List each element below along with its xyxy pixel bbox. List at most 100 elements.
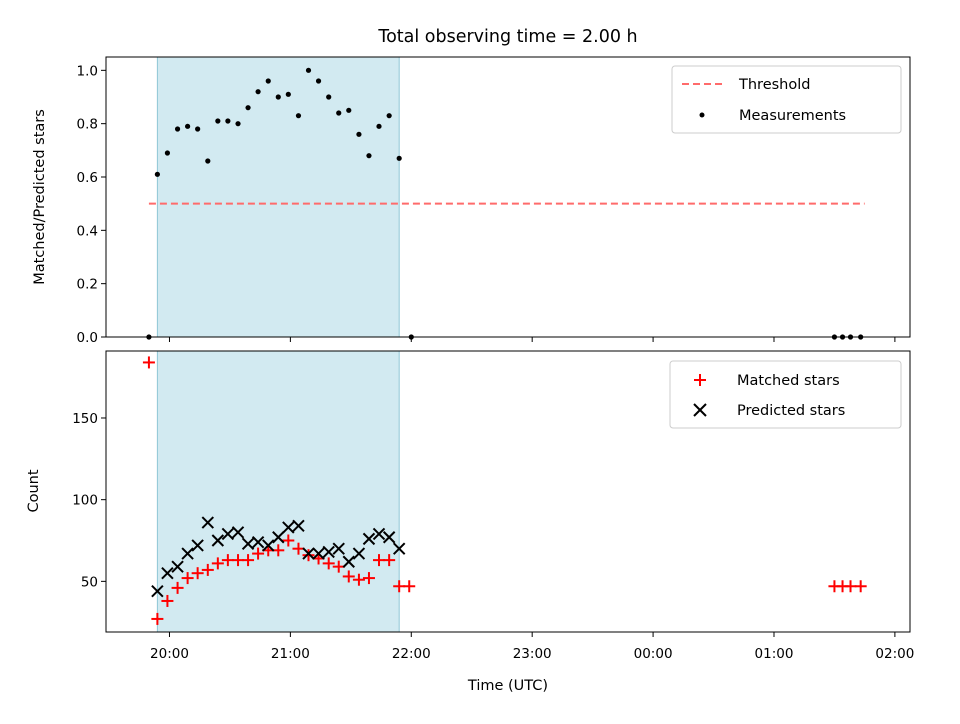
measurement-point — [285, 91, 291, 97]
top-panel-series — [146, 67, 865, 340]
predicted-point — [191, 539, 204, 552]
matched-point — [372, 554, 385, 567]
panel-bottom: 50 100 150 20:00 21:00 22:00 23:00 00:00 01:00 02… — [26, 350, 914, 662]
measurements-legend-label: Measurements — [739, 108, 846, 124]
measurements-legend-marker — [699, 112, 705, 118]
matched-point — [151, 612, 164, 625]
matched-point — [322, 557, 335, 570]
predicted-point — [221, 527, 235, 541]
measurement-point — [346, 107, 352, 113]
predicted-point — [241, 537, 255, 550]
y-tick-label: 0.6 — [77, 170, 98, 186]
y-tick-label: 100 — [72, 493, 98, 509]
bottom-panel-series — [142, 356, 867, 625]
predicted-legend-marker — [693, 403, 707, 417]
top-y-axis-label: Matched/Predicted stars — [32, 109, 48, 285]
predicted-point — [322, 545, 335, 559]
predicted-point — [392, 542, 406, 555]
measurement-point — [235, 121, 241, 127]
matched-point — [393, 580, 406, 593]
measurement-point — [174, 126, 181, 132]
measurement-point — [315, 78, 322, 84]
predicted-point — [332, 542, 345, 555]
y-tick-label: 0.2 — [77, 277, 98, 293]
shaded-span-bottom — [156, 350, 400, 633]
y-tick-label: 50 — [81, 574, 98, 590]
matched-point — [844, 580, 857, 593]
y-tick-label: 0.0 — [77, 330, 98, 346]
predicted-point — [312, 547, 325, 560]
shaded-span-top — [156, 56, 400, 338]
matched-point — [362, 572, 375, 585]
bottom-legend: Matched stars Predicted stars — [669, 360, 902, 429]
top-panel-frame — [105, 56, 911, 338]
threshold-legend-label: Threshold — [738, 77, 810, 93]
matched-point — [342, 570, 355, 583]
matched-point — [302, 549, 315, 562]
top-legend: Threshold Measurements — [671, 65, 902, 134]
predicted-point — [352, 547, 366, 560]
matched-legend-label: Matched stars — [737, 373, 840, 389]
x-tick-label: 20:00 — [150, 646, 189, 662]
measurement-point — [295, 113, 302, 119]
x-tick-label: 02:00 — [875, 646, 914, 662]
y-tick-label: 0.8 — [77, 117, 98, 133]
matched-point — [201, 563, 214, 576]
measurement-point — [336, 110, 342, 116]
panel-top: 0.0 0.2 0.4 0.6 0.8 1.0 Matched/Predicted sta… — [32, 56, 911, 346]
measurement-point — [245, 105, 251, 111]
predicted-point — [282, 521, 295, 534]
x-tick-label: 21:00 — [271, 646, 310, 662]
y-tick-label: 1.0 — [77, 63, 98, 79]
predicted-point — [231, 526, 245, 539]
matched-legend-marker — [694, 374, 706, 386]
predicted-point — [161, 566, 174, 580]
x-tick-label: 22:00 — [392, 646, 431, 662]
measurement-point — [215, 118, 221, 124]
matched-point — [242, 554, 255, 567]
measurement-point — [386, 113, 392, 119]
measurement-point — [326, 94, 332, 100]
matched-point — [232, 554, 245, 567]
bottom-panel-axes: 50 100 150 20:00 21:00 22:00 23:00 00:00 01:00 02… — [72, 411, 914, 662]
measurement-point — [205, 158, 211, 164]
measurement-point — [154, 171, 160, 177]
matched-point — [142, 356, 155, 369]
predicted-point — [171, 560, 184, 573]
measurement-point — [396, 155, 402, 161]
measurement-point — [164, 150, 171, 156]
predicted-point — [151, 584, 164, 598]
matched-point — [211, 557, 224, 570]
predicted-point — [251, 535, 265, 549]
matched-point — [854, 580, 867, 593]
measurement-point — [275, 94, 281, 100]
measurement-point — [305, 67, 312, 73]
matched-point — [171, 581, 184, 594]
x-axis-label: Time (UTC) — [467, 678, 548, 694]
measurement-point — [255, 89, 261, 95]
matched-point — [221, 554, 234, 567]
predicted-point — [382, 531, 396, 544]
chart-title: Total observing time = 2.00 h — [377, 27, 637, 47]
predicted-point — [362, 532, 376, 546]
predicted-point — [342, 555, 355, 568]
bottom-y-axis-label: Count — [26, 469, 42, 512]
matched-point — [252, 547, 265, 560]
top-legend-box — [671, 65, 902, 134]
measurement-point — [225, 118, 231, 124]
matched-point — [181, 572, 194, 585]
measurement-point — [376, 123, 382, 129]
predicted-point — [211, 534, 225, 547]
x-tick-label: 00:00 — [634, 646, 673, 662]
matched-point — [161, 594, 174, 607]
measurement-point — [265, 78, 271, 84]
matched-point — [352, 573, 365, 586]
measurement-point — [366, 153, 372, 159]
bottom-legend-box — [669, 360, 902, 429]
predicted-point — [372, 527, 386, 541]
predicted-point — [302, 547, 315, 560]
x-tick-label: 23:00 — [513, 646, 552, 662]
predicted-legend-label: Predicted stars — [737, 403, 845, 419]
predicted-point — [181, 547, 194, 560]
